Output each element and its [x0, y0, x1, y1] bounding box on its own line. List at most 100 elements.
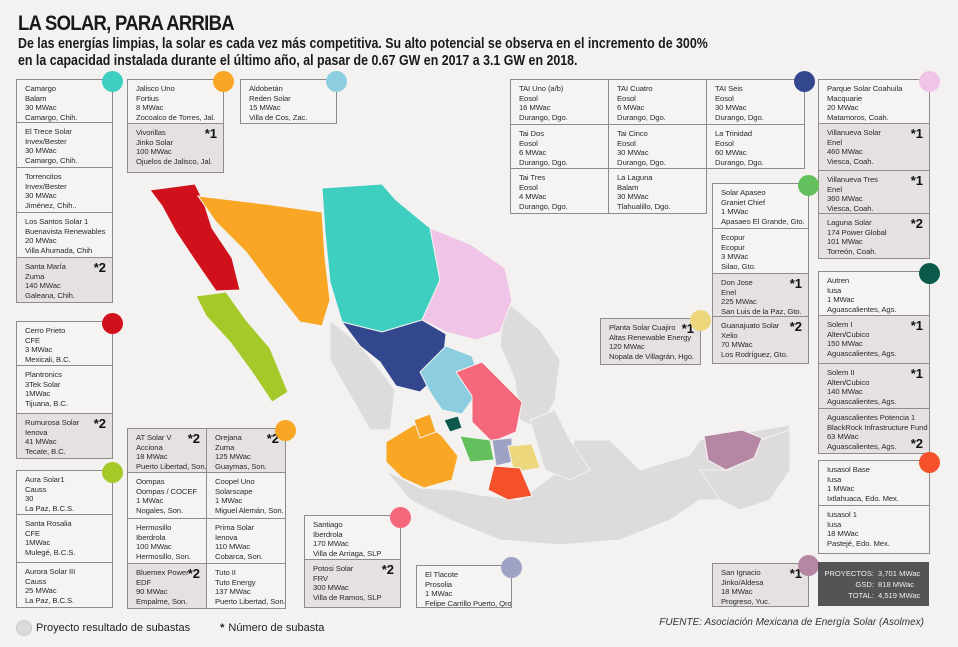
project-name: Autren	[827, 276, 850, 285]
state-color-dot-icon	[275, 420, 296, 441]
project-card: Vivorillas Jinko Solar 100 MWac Ojuelos de …	[127, 123, 224, 173]
project-card: Aurora Solar III Causs 25 MWac La Paz, B.C.…	[16, 562, 113, 608]
project-name: Hermosillo	[136, 523, 172, 532]
totals-row-gsd: GSD: 818 MWac	[818, 579, 929, 590]
project-name: TAI Cuatro	[617, 84, 653, 93]
auction-number-badge: *1	[789, 276, 802, 291]
project-location: Durango, Dgo.	[715, 112, 764, 122]
project-location: Progreso, Yuc.	[721, 596, 770, 606]
totals-row-total: TOTAL: 4,519 MWac	[818, 590, 929, 601]
project-capacity: 41 MWac	[25, 437, 57, 447]
project-card: San Ignacio Jinko/Aldesa 18 MWac Progreso, …	[712, 563, 809, 607]
project-capacity: 140 MWac	[827, 387, 863, 397]
state-color-dot-icon	[326, 71, 347, 92]
project-name: Iusasol Base	[827, 465, 870, 474]
project-location: Aguascalientes, Ags.	[827, 441, 897, 451]
project-name: Iusasol 1	[827, 510, 857, 519]
project-name: Bluemex Power	[136, 568, 189, 577]
project-name: Santiago	[313, 520, 343, 529]
project-location: Torreón, Coah.	[827, 246, 877, 256]
auction-number-badge: *2	[187, 431, 200, 446]
project-location: Los Rodríguez, Gto.	[721, 349, 788, 359]
project-capacity: 30 MWac	[715, 103, 747, 113]
project-card: Aguascalientes Potencia 1 BlackRock Infra…	[818, 408, 930, 454]
state-baja-california	[149, 183, 241, 292]
project-card: Plantronics 3Tek Solar 1MWac Tijuana, B.C.	[16, 365, 113, 414]
project-capacity: 101 MWac	[827, 237, 863, 247]
project-card: Jalisco Uno Fortius 8 MWac Zocoalco de Torr…	[127, 79, 224, 124]
project-name: Vivorillas	[136, 128, 166, 137]
project-location: Tlahualillo, Dgo.	[617, 201, 671, 211]
state-color-dot-icon	[919, 71, 940, 92]
project-developer: FRV	[313, 573, 328, 583]
project-card: Santiago Iberdrola 170 MWac Villa de Arriag…	[304, 515, 401, 560]
project-developer: Oompas / COCEF	[136, 486, 197, 496]
project-location: San Luis de la Paz, Gto.	[721, 306, 802, 316]
project-developer: Buenavista Renewables	[25, 226, 106, 236]
project-location: Villa de Cos, Zac.	[249, 112, 308, 122]
project-name: Tuto II	[215, 568, 236, 577]
legend: Proyecto resultado de subastas * Número …	[16, 620, 324, 636]
project-capacity: 30 MWac	[25, 191, 57, 201]
project-capacity: 1 MWac	[215, 496, 243, 506]
project-location: Puerto Libertad, Son.	[215, 596, 286, 606]
project-developer: Causs	[25, 576, 47, 586]
project-name: Aurora Solar III	[25, 567, 76, 576]
project-capacity: 18 MWac	[827, 529, 859, 539]
project-name: Villanueva Solar	[827, 128, 881, 137]
state-chihuahua	[321, 183, 441, 333]
project-name: Solar Apaseo	[721, 188, 766, 197]
project-location: Tecate, B.C.	[25, 446, 66, 456]
project-name: Tai Cinco	[617, 129, 648, 138]
project-capacity: 1 MWac	[136, 496, 164, 506]
project-location: Durango, Dgo.	[617, 157, 666, 167]
project-capacity: 90 MWac	[136, 587, 168, 597]
project-developer: Zuma	[215, 442, 235, 452]
subtitle-line: De las energías limpias, la solar es cad…	[18, 36, 708, 52]
project-developer: Enel	[827, 184, 842, 194]
project-capacity: 1MWac	[25, 389, 51, 399]
project-name: Solem II	[827, 368, 855, 377]
project-card: Solem I Alten/Cubico 150 MWac Aguascaliente…	[818, 315, 930, 364]
state-color-dot-icon	[798, 175, 819, 196]
project-location: Durango, Dgo.	[519, 201, 568, 211]
project-developer: Eosol	[519, 182, 538, 192]
project-location: Apasaeo El Grande, Gto.	[721, 216, 805, 226]
project-name: El Tlacote	[425, 570, 459, 579]
project-card: El Tlacote Prosolia 1 MWac Felipe Carrillo …	[416, 565, 512, 608]
project-developer: Zuma	[25, 271, 45, 281]
project-name: Solem I	[827, 320, 853, 329]
project-developer: CFE	[25, 335, 41, 345]
project-card: AT Solar V Acciona 18 MWac Puerto Libertad,…	[127, 428, 207, 473]
project-developer: Eosol	[617, 138, 636, 148]
project-capacity: 6 MWac	[519, 148, 547, 158]
project-name: AT Solar V	[136, 433, 172, 442]
project-card: Santa María Zuma 140 MWac Galeana, Chih. *2	[16, 257, 113, 303]
project-name: Aldobetán	[249, 84, 283, 93]
auction-number-badge: *2	[187, 566, 200, 581]
project-card: Orejana Zuma 125 MWac Guaymas, Son. *2	[206, 428, 286, 473]
project-location: Camargo, Chih.	[25, 112, 78, 122]
project-location: Felipe Carrillo Puerto, Qro	[425, 598, 512, 608]
project-card: TAI Uno (a/b) Eosol 16 MWac Durango, Dgo.	[510, 79, 609, 125]
project-name: Potosi Solar	[313, 564, 354, 573]
project-name: San Ignacio	[721, 568, 761, 577]
project-name: Jalisco Uno	[136, 84, 175, 93]
project-location: Villa de Arriaga, SLP	[313, 548, 382, 558]
project-card: Iusasol Base Iusa 1 MWac Ixtlahuaca, Edo. M…	[818, 460, 930, 506]
state-color-dot-icon	[213, 71, 234, 92]
project-developer: Xelio	[721, 330, 738, 340]
project-developer: Jinko Solar	[136, 137, 173, 147]
project-location: Mexicali, B.C.	[25, 354, 71, 364]
state-aguascalientes	[443, 415, 463, 433]
project-capacity: 25 MWac	[25, 586, 57, 596]
project-capacity: 140 MWac	[25, 281, 61, 291]
state-coahuila	[421, 227, 513, 341]
project-location: Empalme, Son.	[136, 596, 188, 606]
project-card: Oompas Oompas / COCEF 1 MWac Nogales, Son.	[127, 472, 207, 519]
auction-number-badge: *2	[93, 416, 106, 431]
legend-auction-project: Proyecto resultado de subastas	[36, 622, 191, 634]
project-location: La Paz, B.C.S.	[25, 595, 75, 605]
project-card: Coopel Uno Solarscape 1 MWac Miguel Alemán,…	[206, 472, 286, 519]
project-card: Laguna Solar 174 Power Global 101 MWac Torr…	[818, 213, 930, 259]
